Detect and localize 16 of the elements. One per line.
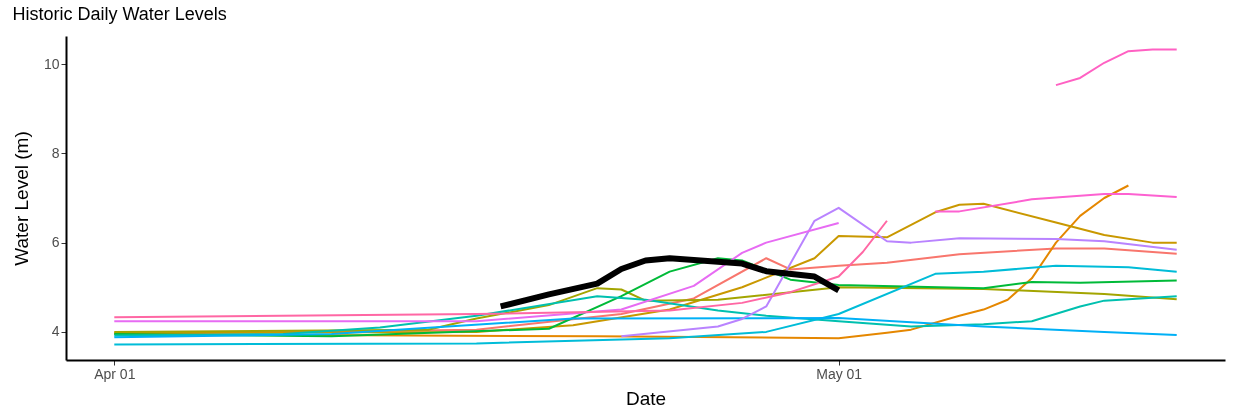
line-series	[113, 286, 1178, 333]
y-axis-title: Water Level (m)	[10, 131, 32, 266]
x-tick-label: May 01	[816, 365, 863, 382]
line-series	[934, 192, 1178, 213]
y-tick-label: 8	[51, 144, 60, 161]
chart-title: Historic Daily Water Levels	[12, 4, 227, 24]
line-series	[620, 206, 1178, 338]
y-tick-label: 6	[51, 234, 60, 251]
line-series	[113, 295, 1178, 337]
x-tick-label: Apr 01	[94, 365, 136, 382]
y-tick-label: 10	[43, 55, 60, 72]
x-axis-title: Date	[625, 387, 667, 409]
line-series	[113, 317, 1178, 339]
line-series	[113, 264, 1178, 346]
line-series	[1054, 48, 1178, 87]
y-tick-label: 4	[51, 323, 60, 340]
